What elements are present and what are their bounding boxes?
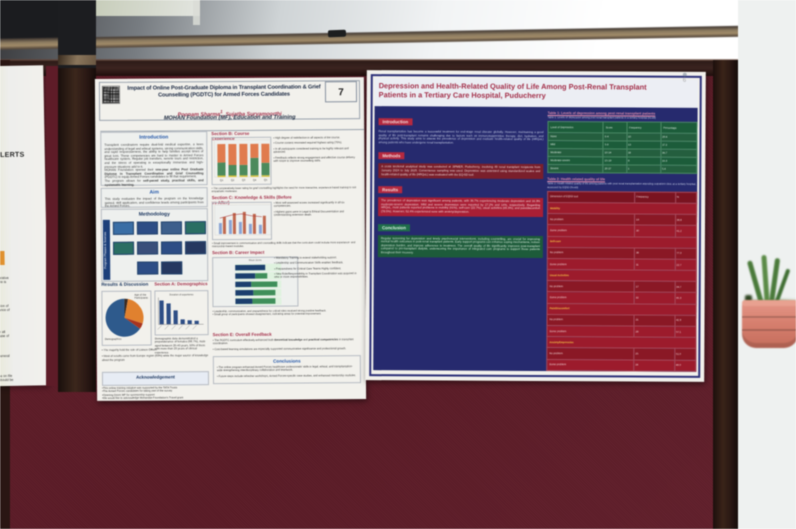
svg-text:Q4: Q4	[253, 178, 257, 182]
svg-text:Q1: Q1	[220, 178, 224, 182]
svg-text:Q2: Q2	[231, 178, 235, 182]
svg-text:Q5: Q5	[264, 178, 268, 182]
svg-text:Q3: Q3	[242, 178, 246, 182]
